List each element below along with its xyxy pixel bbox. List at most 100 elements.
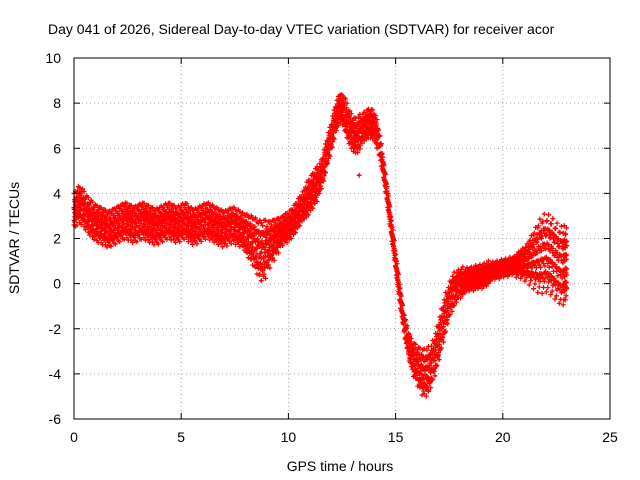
data-point	[333, 127, 339, 133]
data-point	[546, 212, 552, 218]
data-point	[281, 214, 287, 220]
data-point	[81, 189, 87, 195]
data-point	[350, 117, 356, 123]
data-point	[72, 219, 78, 225]
data-point	[528, 278, 534, 284]
data-point	[548, 292, 554, 298]
data-point	[537, 216, 543, 222]
data-point	[260, 223, 266, 229]
data-point	[417, 345, 423, 351]
data-point	[263, 217, 269, 223]
data-point	[346, 113, 352, 119]
data-point	[447, 311, 453, 317]
data-point	[541, 241, 547, 247]
marks-layer	[71, 91, 570, 399]
data-point	[150, 239, 156, 245]
data-point	[263, 253, 269, 259]
data-point	[563, 265, 569, 271]
data-point	[323, 170, 329, 176]
data-point	[470, 288, 476, 294]
data-point	[141, 200, 147, 206]
data-point	[245, 235, 251, 241]
data-point	[229, 216, 235, 222]
x-tick-label: 15	[388, 429, 404, 445]
data-point	[151, 242, 157, 248]
data-point	[391, 238, 397, 244]
data-point	[102, 207, 108, 213]
data-point	[253, 215, 259, 221]
data-point	[428, 385, 434, 391]
data-point	[387, 204, 393, 210]
data-point	[214, 238, 220, 244]
data-point	[435, 352, 441, 358]
data-point	[194, 241, 200, 247]
data-point	[104, 244, 110, 250]
data-point	[171, 236, 177, 242]
data-point	[392, 248, 398, 254]
data-point	[415, 349, 421, 355]
y-axis-label: SDTVAR / TECUs	[6, 182, 22, 294]
data-point	[325, 160, 331, 166]
data-point	[107, 231, 113, 237]
data-point	[78, 221, 84, 227]
data-point	[531, 241, 537, 247]
outlier-point	[356, 172, 362, 178]
data-point	[168, 237, 174, 243]
data-point	[553, 268, 559, 274]
data-point	[486, 258, 492, 264]
data-point	[553, 226, 559, 232]
data-point	[248, 213, 254, 219]
data-point	[344, 100, 350, 106]
data-point	[533, 265, 539, 271]
data-point	[393, 258, 399, 264]
data-point	[320, 177, 326, 183]
data-point	[549, 288, 555, 294]
data-point	[441, 313, 447, 319]
y-tick-label: 4	[53, 185, 61, 201]
data-point	[220, 244, 226, 250]
data-point	[397, 285, 403, 291]
data-point	[390, 227, 396, 233]
data-point	[536, 284, 542, 290]
data-point	[360, 135, 366, 141]
x-tick-label: 10	[281, 429, 297, 445]
data-point	[284, 239, 290, 245]
data-point	[150, 213, 156, 219]
data-point	[171, 227, 177, 233]
data-point	[210, 202, 216, 208]
data-point	[547, 248, 553, 254]
data-point	[543, 289, 549, 295]
data-point	[400, 302, 406, 308]
data-point	[141, 234, 147, 240]
data-point	[176, 211, 182, 217]
x-tick-label: 25	[602, 429, 618, 445]
data-point	[536, 262, 542, 268]
data-point	[526, 282, 532, 288]
data-point	[172, 211, 178, 217]
data-point	[378, 141, 384, 147]
data-point	[160, 239, 166, 245]
data-point	[550, 216, 556, 222]
data-point	[388, 214, 394, 220]
data-point	[223, 216, 229, 222]
x-tick-label: 20	[495, 429, 511, 445]
data-point	[145, 227, 151, 233]
data-point	[265, 262, 271, 268]
y-tick-label: 10	[45, 50, 61, 66]
data-point	[153, 237, 159, 243]
data-point	[244, 211, 250, 217]
y-tick-label: 6	[53, 140, 61, 156]
data-point	[162, 232, 168, 238]
data-point	[225, 208, 231, 214]
data-point	[432, 358, 438, 364]
data-point	[90, 234, 96, 240]
data-point	[211, 223, 217, 229]
data-point	[398, 293, 404, 299]
data-point	[562, 297, 568, 303]
data-point	[355, 114, 361, 120]
data-point	[438, 345, 444, 351]
data-point	[554, 220, 560, 226]
data-point	[526, 256, 532, 262]
data-point	[538, 264, 544, 270]
